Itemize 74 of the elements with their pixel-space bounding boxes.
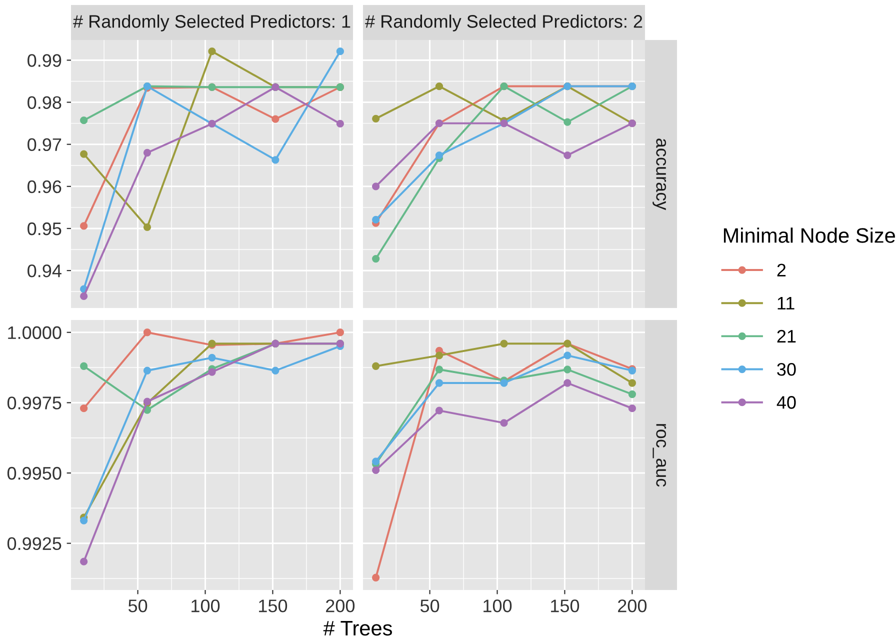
point <box>372 254 380 263</box>
point <box>80 222 88 230</box>
point <box>80 116 88 124</box>
point <box>336 120 344 128</box>
point <box>143 148 152 157</box>
point <box>564 352 572 360</box>
point <box>564 151 572 160</box>
point <box>372 362 380 370</box>
point <box>272 115 280 123</box>
point <box>435 82 444 90</box>
point <box>372 182 380 190</box>
point <box>628 379 636 387</box>
text: accuracy <box>652 138 666 210</box>
point <box>500 340 508 348</box>
point <box>208 368 216 376</box>
x-axis-title: # Trees <box>323 621 392 636</box>
legend-label: 30 <box>777 362 796 376</box>
point <box>564 379 572 387</box>
point <box>143 328 152 336</box>
y-tick-label: 0.96 <box>28 180 62 194</box>
x-tick-label: 100 <box>484 600 512 612</box>
point <box>336 328 344 336</box>
legend-label: 2 <box>777 264 786 276</box>
point <box>336 48 344 56</box>
point <box>372 458 380 466</box>
point <box>435 352 444 360</box>
point <box>372 216 380 224</box>
y-tick-label: 0.99 <box>28 54 62 67</box>
legend-label: 21 <box>777 330 796 343</box>
point <box>80 150 88 158</box>
point <box>564 366 572 374</box>
point <box>564 118 572 126</box>
point <box>80 558 88 566</box>
legend-title: Minimal Node Size <box>724 228 895 243</box>
legend-label: 11 <box>778 297 794 310</box>
point <box>80 404 88 412</box>
y-tick-label: 0.95 <box>28 222 62 236</box>
y-tick-label: 0.97 <box>28 138 62 152</box>
point <box>628 390 636 398</box>
y-tick-label: 0.9925 <box>7 537 62 550</box>
legend-label: 40 <box>776 396 796 409</box>
y-tick-label: 0.9950 <box>7 466 62 480</box>
point <box>435 379 444 387</box>
point <box>80 516 88 524</box>
point <box>272 156 280 164</box>
y-tick-label: 0.94 <box>28 264 62 278</box>
x-tick-label: 50 <box>420 600 440 612</box>
point <box>500 419 508 427</box>
text: roc_auc <box>652 424 666 487</box>
y-tick-label: 0.98 <box>28 96 62 109</box>
point <box>208 48 216 56</box>
point <box>143 366 152 374</box>
point <box>435 151 444 160</box>
point <box>372 114 380 122</box>
point <box>272 366 280 374</box>
chart-title: # Randomly Selected Predictors: 1 <box>73 14 350 32</box>
y-tick-label: 1.0000 <box>8 326 62 340</box>
point <box>208 354 216 362</box>
x-tick-label: 50 <box>128 600 148 612</box>
y-tick-label: 0.9975 <box>7 396 62 410</box>
chart-title: # Randomly Selected Predictors: 2 <box>365 14 642 32</box>
x-tick-label: 150 <box>259 600 288 612</box>
point <box>435 366 444 374</box>
point <box>435 406 444 414</box>
x-tick-label: 100 <box>192 600 220 612</box>
point <box>372 574 380 582</box>
point <box>372 466 380 474</box>
x-tick-label: 200 <box>326 600 355 612</box>
x-tick-label: 200 <box>618 600 647 612</box>
point <box>80 362 88 370</box>
point <box>80 292 88 300</box>
x-tick-label: 150 <box>551 600 580 612</box>
point <box>143 223 152 232</box>
point <box>628 404 636 412</box>
